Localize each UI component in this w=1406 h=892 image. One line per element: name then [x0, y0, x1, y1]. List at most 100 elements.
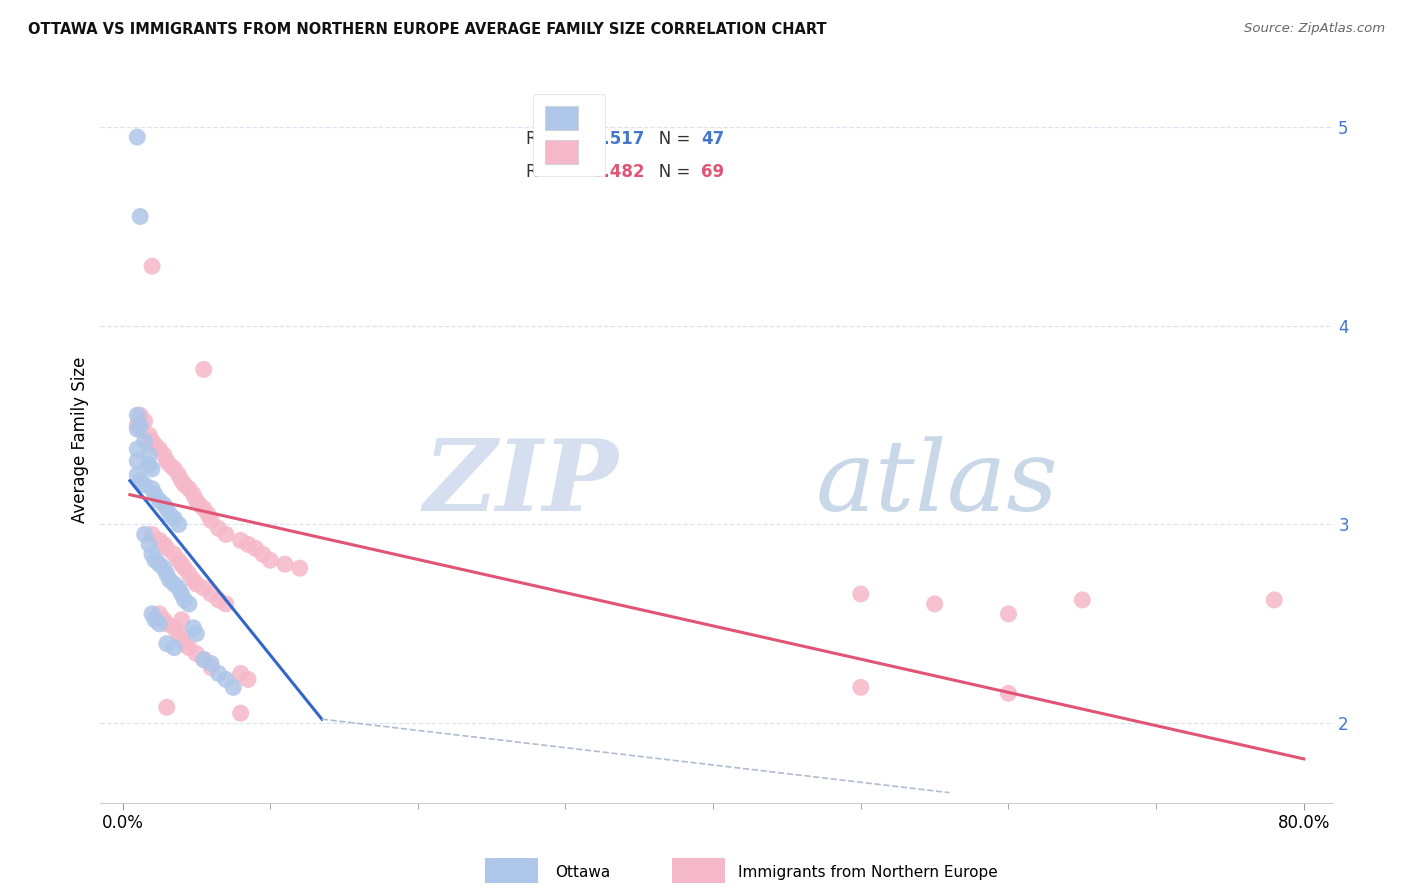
Point — [193, 652, 215, 666]
Point — [173, 561, 195, 575]
Point — [229, 666, 252, 681]
Point — [183, 488, 205, 502]
Point — [153, 448, 176, 462]
Point — [167, 467, 190, 482]
Point — [138, 537, 160, 551]
Point — [186, 493, 208, 508]
Point — [849, 681, 872, 695]
Point — [274, 557, 297, 571]
Point — [134, 434, 156, 448]
Point — [156, 454, 179, 468]
Point — [127, 442, 149, 456]
Point — [138, 458, 160, 472]
Text: Source: ZipAtlas.com: Source: ZipAtlas.com — [1244, 22, 1385, 36]
Point — [170, 613, 193, 627]
Point — [153, 561, 176, 575]
Point — [177, 597, 200, 611]
Text: 47: 47 — [700, 130, 724, 148]
Point — [159, 573, 181, 587]
Point — [193, 652, 215, 666]
Point — [163, 577, 186, 591]
Point — [156, 700, 179, 714]
Point — [159, 508, 181, 522]
Point — [1071, 593, 1094, 607]
Point — [252, 547, 274, 561]
Point — [134, 477, 156, 491]
Point — [127, 130, 149, 145]
Point — [163, 511, 186, 525]
Text: R =: R = — [526, 130, 562, 148]
Point — [156, 501, 179, 516]
Text: R =: R = — [526, 162, 562, 181]
Point — [156, 616, 179, 631]
Point — [153, 537, 176, 551]
Point — [193, 501, 215, 516]
Point — [127, 454, 149, 468]
Text: Ottawa: Ottawa — [555, 865, 610, 880]
Point — [229, 706, 252, 721]
Point — [143, 553, 166, 567]
Point — [134, 414, 156, 428]
Point — [215, 597, 238, 611]
Point — [148, 607, 170, 621]
Point — [167, 517, 190, 532]
Text: 69: 69 — [700, 162, 724, 181]
Point — [170, 632, 193, 647]
Point — [207, 666, 229, 681]
Point — [148, 616, 170, 631]
Point — [129, 210, 152, 224]
Point — [236, 673, 259, 687]
Text: Immigrants from Northern Europe: Immigrants from Northern Europe — [738, 865, 998, 880]
Point — [148, 557, 170, 571]
Point — [143, 488, 166, 502]
Point — [129, 422, 152, 436]
Point — [183, 573, 205, 587]
Point — [173, 477, 195, 491]
Point — [200, 657, 222, 671]
Text: atlas: atlas — [815, 436, 1059, 531]
Point — [129, 418, 152, 433]
Text: N =: N = — [643, 130, 696, 148]
Point — [200, 587, 222, 601]
Point — [141, 259, 163, 273]
Point — [134, 527, 156, 541]
Point — [129, 408, 152, 422]
Point — [156, 637, 179, 651]
Point — [141, 527, 163, 541]
Point — [141, 434, 163, 448]
Point — [170, 474, 193, 488]
Point — [167, 626, 190, 640]
Point — [127, 418, 149, 433]
Point — [127, 422, 149, 436]
Point — [170, 557, 193, 571]
Point — [207, 521, 229, 535]
Point — [127, 408, 149, 422]
Point — [200, 513, 222, 527]
Point — [924, 597, 946, 611]
Point — [163, 462, 186, 476]
Legend: , : , — [533, 94, 605, 177]
Point — [193, 362, 215, 376]
Point — [167, 581, 190, 595]
Point — [173, 637, 195, 651]
Point — [245, 541, 267, 556]
Point — [148, 533, 170, 548]
Point — [156, 567, 179, 582]
Point — [200, 660, 222, 674]
Point — [163, 547, 186, 561]
Point — [229, 533, 252, 548]
Y-axis label: Average Family Size: Average Family Size — [72, 357, 89, 524]
Point — [997, 607, 1019, 621]
Point — [186, 626, 208, 640]
Text: -0.482: -0.482 — [585, 162, 644, 181]
Point — [141, 607, 163, 621]
Point — [288, 561, 311, 575]
Point — [177, 640, 200, 655]
Text: ZIP: ZIP — [423, 435, 619, 532]
Point — [156, 541, 179, 556]
Point — [148, 442, 170, 456]
Point — [163, 621, 186, 635]
Point — [159, 458, 181, 472]
Point — [1263, 593, 1285, 607]
Point — [183, 621, 205, 635]
